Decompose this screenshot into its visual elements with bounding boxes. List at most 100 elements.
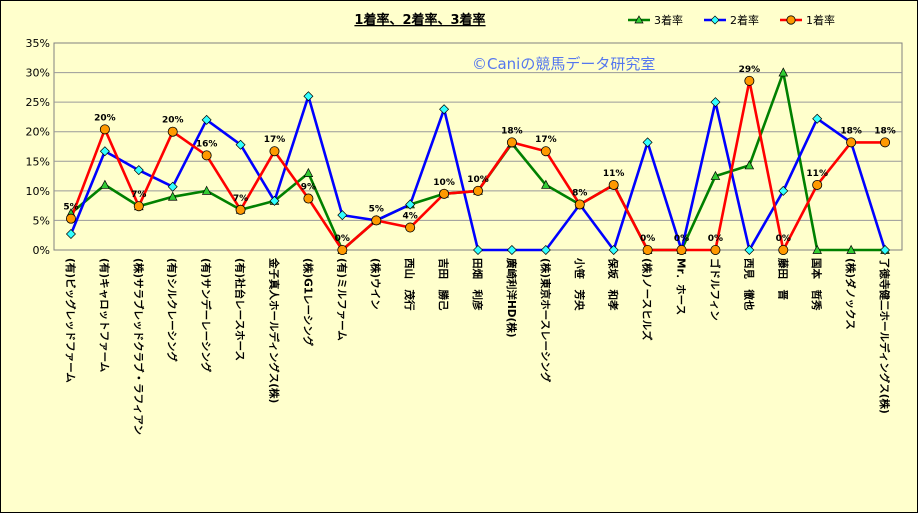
x-category-label: 保坂 和孝 — [607, 257, 620, 311]
x-category-label: (株)ウイン — [369, 258, 382, 310]
y-tick-label: 20% — [26, 126, 50, 139]
y-tick-label: 35% — [26, 37, 50, 50]
data-label: 16% — [196, 139, 218, 149]
x-category-label: 了徳寺健二ホールディングス(株) — [878, 258, 891, 414]
data-label: 20% — [162, 116, 184, 126]
chart-title: 1着率、2着率、3着率 — [354, 12, 485, 28]
data-point-circle — [439, 188, 450, 199]
data-point-diamond — [337, 210, 348, 221]
data-point-diamond — [269, 195, 280, 206]
data-point-diamond — [133, 165, 144, 176]
data-point-diamond — [812, 113, 823, 124]
data-point-circle — [812, 179, 823, 190]
data-label: 10% — [467, 175, 489, 185]
data-point-triangle — [541, 179, 551, 189]
plot-area — [53, 42, 903, 251]
y-axis-tick-labels: 0% 5% 10% 15% 20% 25% 30% 35% — [26, 37, 50, 257]
legend-marker — [634, 15, 644, 24]
legend-label: 2着率 — [730, 13, 759, 27]
data-point-circle — [778, 244, 789, 255]
data-label: 5% — [369, 204, 384, 214]
data-label: 18% — [501, 126, 523, 136]
data-label: 0% — [640, 234, 655, 244]
data-point-triangle — [100, 179, 110, 189]
data-label: 29% — [739, 65, 761, 75]
x-category-label: 藤田 晋 — [776, 258, 789, 300]
data-point-triangle — [744, 160, 755, 170]
x-category-label: 西山 茂行 — [403, 258, 416, 311]
x-category-label: (株)東京ホースレーシング — [539, 258, 552, 383]
x-category-label: 金子真人ホールディングス(株) — [267, 257, 280, 403]
data-point-diamond — [608, 245, 619, 255]
x-category-label: 西見 徹也 — [742, 258, 755, 311]
data-point-diamond — [506, 245, 517, 255]
y-tick-label: 25% — [26, 96, 50, 109]
legend-label: 1着率 — [806, 13, 835, 27]
data-label: 0% — [776, 234, 791, 244]
x-category-label: (有)シルクレーシング — [166, 258, 179, 362]
data-point-circle — [880, 137, 891, 148]
data-label: 18% — [874, 126, 896, 136]
data-point-diamond — [880, 245, 891, 255]
legend: 3着率 2着率 1着率 — [628, 13, 835, 27]
data-point-diamond — [303, 91, 314, 102]
x-category-label: 吉田 勝己 — [437, 258, 450, 311]
data-label: 5% — [63, 203, 78, 213]
data-label: 11% — [806, 169, 828, 179]
data-point-circle — [133, 201, 144, 212]
data-point-circle — [472, 185, 483, 196]
data-point-diamond — [439, 104, 450, 115]
x-category-label: (有)キャロットファーム — [98, 258, 111, 373]
data-label: 17% — [535, 135, 557, 145]
data-point-diamond — [99, 146, 110, 157]
data-label: 20% — [94, 113, 116, 123]
data-label: 7% — [233, 194, 248, 204]
data-point-circle — [574, 199, 585, 210]
x-axis-category-labels: (有)ビッグレッドファーム (有)キャロットファーム (株)サラブレッドクラブ・ラフ… — [64, 257, 891, 435]
data-point-circle — [201, 150, 212, 161]
data-label: 10% — [433, 178, 455, 188]
data-point-diamond — [201, 114, 212, 125]
x-category-label: (株)サラブレッドクラブ・ラフィアン — [132, 258, 145, 435]
grid-lines — [54, 72, 902, 221]
data-point-triangle — [167, 191, 178, 201]
data-point-circle — [710, 244, 721, 255]
data-label: 8% — [572, 188, 587, 198]
data-point-diamond — [642, 137, 653, 148]
x-category-label: (株)ノースヒルズ — [641, 258, 654, 341]
data-point-diamond — [778, 185, 789, 196]
y-tick-label: 0% — [33, 244, 50, 257]
data-point-circle — [371, 215, 382, 226]
data-point-circle — [167, 126, 178, 137]
data-point-circle — [608, 179, 619, 190]
legend-label: 3着率 — [654, 13, 683, 27]
data-label: 0% — [708, 234, 723, 244]
data-point-triangle — [201, 185, 212, 195]
data-point-diamond — [405, 199, 416, 210]
data-point-triangle — [303, 167, 314, 177]
y-tick-label: 15% — [26, 155, 50, 168]
data-label: 0% — [674, 234, 689, 244]
data-point-diamond — [167, 181, 178, 192]
y-tick-label: 30% — [26, 67, 50, 80]
data-point-circle — [642, 244, 653, 255]
x-category-label: 廣崎利洋HD(株) — [505, 257, 518, 338]
data-label: 9% — [301, 183, 316, 193]
data-point-triangle — [812, 244, 822, 254]
x-category-label: ゴドルフィン — [708, 258, 721, 321]
data-point-triangle — [710, 170, 721, 180]
series-lines — [65, 67, 891, 255]
data-point-diamond — [540, 245, 551, 255]
x-category-label: (有)ミルファーム — [335, 258, 348, 341]
data-point-diamond — [744, 245, 755, 255]
data-point-circle — [744, 75, 755, 86]
data-point-circle — [540, 146, 551, 157]
x-category-label: (株)ダノックス — [844, 258, 857, 330]
data-label: 11% — [603, 169, 625, 179]
x-category-label: Mr．ホース — [675, 258, 687, 315]
data-point-circle — [337, 244, 348, 255]
y-tick-label: 5% — [33, 214, 50, 227]
x-category-label: 国本 哲秀 — [810, 258, 823, 311]
data-point-diamond — [235, 139, 246, 150]
